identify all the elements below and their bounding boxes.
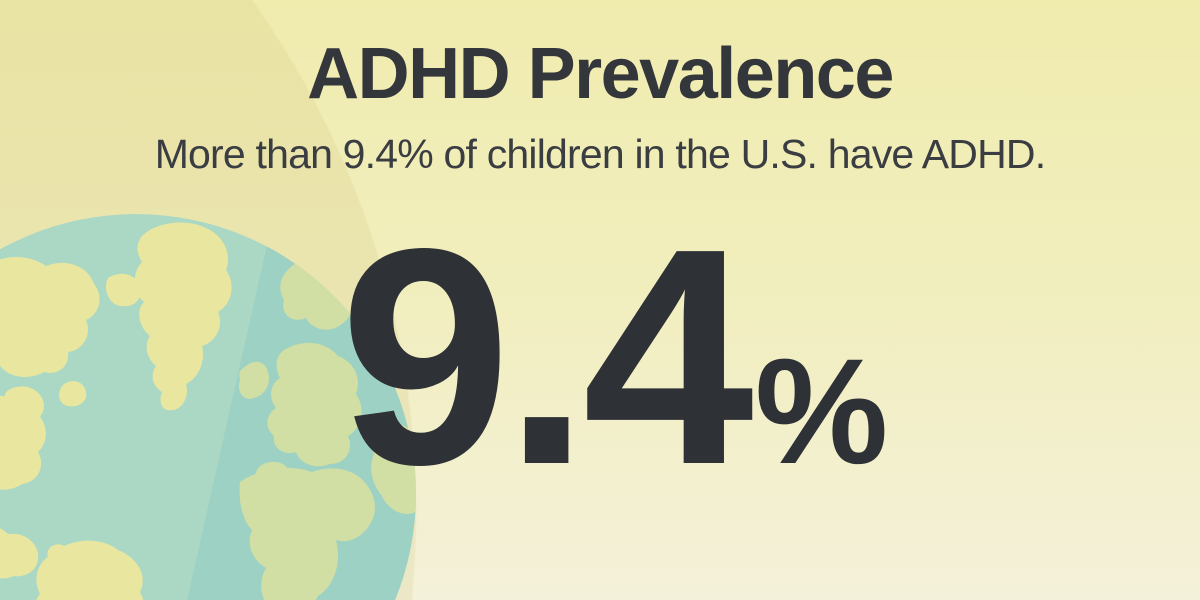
landmass-africa [239,467,375,600]
landmass-greenland [134,222,232,411]
globe-illustration [0,214,416,600]
landmass-arctic-2 [105,273,141,307]
landmass-central-america [0,521,39,579]
landmass-arctic-4 [59,381,87,407]
stat-number: 9.4 [339,185,754,529]
landmass-south-america [33,540,145,600]
percent-sign: % [754,327,889,495]
landmass-british-isles [238,361,270,399]
landmass-europe [267,342,362,467]
subtitle: More than 9.4% of children in the U.S. h… [154,131,1046,177]
globe-ocean [0,214,416,600]
page-title: ADHD Prevalence [307,34,894,114]
landmass-arctic-1 [0,257,100,377]
globe-shadow-overlay [148,214,416,600]
globe-landmasses [0,222,416,600]
stat-value-group: 9.4 % [340,203,889,511]
landmass-north-america [0,395,46,490]
landmass-arabia [370,422,416,515]
